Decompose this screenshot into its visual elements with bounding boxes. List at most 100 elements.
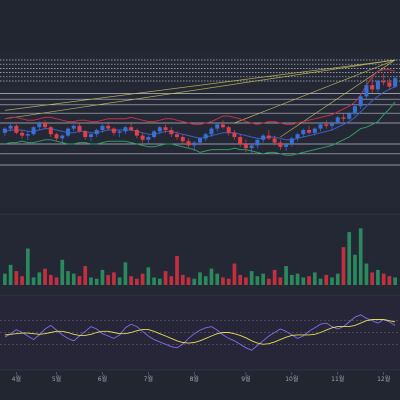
candle-body[interactable] bbox=[54, 134, 59, 139]
volume-bar[interactable] bbox=[106, 274, 111, 285]
candle-body[interactable] bbox=[129, 127, 134, 130]
volume-bar[interactable] bbox=[353, 254, 357, 285]
candle-body[interactable] bbox=[83, 131, 88, 137]
candle-body[interactable] bbox=[243, 144, 248, 149]
candle-body[interactable] bbox=[289, 138, 294, 144]
candle-body[interactable] bbox=[387, 82, 392, 87]
volume-bar[interactable] bbox=[37, 272, 42, 285]
candle-body[interactable] bbox=[255, 139, 260, 146]
candle-body[interactable] bbox=[94, 130, 99, 135]
candle-body[interactable] bbox=[329, 123, 335, 126]
volume-bar[interactable] bbox=[135, 278, 139, 285]
candle-body[interactable] bbox=[318, 124, 323, 129]
candle-body[interactable] bbox=[71, 125, 76, 129]
volume-bar[interactable] bbox=[66, 271, 70, 285]
candle-body[interactable] bbox=[106, 125, 111, 129]
volume-bar[interactable] bbox=[272, 269, 277, 285]
candle-body[interactable] bbox=[261, 135, 266, 140]
candle-body[interactable] bbox=[249, 145, 254, 149]
rsi-series[interactable] bbox=[4, 314, 396, 351]
volume-bar[interactable] bbox=[347, 232, 352, 285]
candle-body[interactable] bbox=[20, 132, 25, 136]
volume-bar[interactable] bbox=[335, 273, 340, 285]
volume-bar[interactable] bbox=[209, 268, 214, 285]
volume-bar[interactable] bbox=[8, 264, 13, 285]
volume-bar[interactable] bbox=[318, 278, 323, 285]
volume-bar[interactable] bbox=[60, 259, 65, 285]
candle-body[interactable] bbox=[364, 85, 369, 97]
candle-body[interactable] bbox=[88, 134, 93, 137]
candle-body[interactable] bbox=[111, 128, 116, 133]
candle-body[interactable] bbox=[266, 135, 271, 139]
candle-body[interactable] bbox=[226, 127, 231, 133]
volume-bar[interactable] bbox=[203, 276, 208, 285]
volume-bar[interactable] bbox=[261, 273, 265, 285]
candle-body[interactable] bbox=[312, 128, 317, 133]
candle-body[interactable] bbox=[375, 81, 380, 90]
volume-bar[interactable] bbox=[186, 277, 191, 285]
volume-bar[interactable] bbox=[123, 262, 128, 285]
candle-body[interactable] bbox=[163, 127, 168, 130]
volume-bar[interactable] bbox=[3, 273, 7, 285]
candle-body[interactable] bbox=[60, 135, 65, 139]
volume-bar[interactable] bbox=[358, 228, 363, 285]
volume-bar[interactable] bbox=[146, 267, 151, 285]
candle-body[interactable] bbox=[358, 96, 363, 107]
candle-body[interactable] bbox=[215, 124, 220, 129]
volume-bar[interactable] bbox=[393, 277, 397, 285]
candle-body[interactable] bbox=[232, 132, 237, 137]
candle-body[interactable] bbox=[295, 134, 300, 139]
candle-body[interactable] bbox=[48, 127, 53, 135]
candle-body[interactable] bbox=[31, 127, 36, 135]
candle-body[interactable] bbox=[169, 130, 174, 135]
volume-bar[interactable] bbox=[295, 273, 300, 285]
candle-body[interactable] bbox=[284, 144, 289, 147]
candle-body[interactable] bbox=[157, 127, 162, 132]
candle-body[interactable] bbox=[307, 130, 312, 133]
candle-body[interactable] bbox=[341, 117, 346, 119]
volume-bar[interactable] bbox=[77, 276, 82, 285]
candle-body[interactable] bbox=[335, 117, 340, 123]
volume-bar[interactable] bbox=[43, 268, 47, 285]
volume-bar[interactable] bbox=[112, 272, 116, 285]
candles[interactable] bbox=[2, 74, 398, 154]
candle-body[interactable] bbox=[146, 137, 151, 140]
volume-bar[interactable] bbox=[289, 274, 294, 285]
volume-bar[interactable] bbox=[215, 273, 220, 285]
candle-body[interactable] bbox=[65, 128, 71, 136]
volume-bar[interactable] bbox=[244, 277, 248, 285]
volume-bar[interactable] bbox=[226, 278, 231, 285]
volume-bar[interactable] bbox=[157, 278, 162, 285]
volume-bar[interactable] bbox=[341, 247, 346, 285]
volume-bar[interactable] bbox=[284, 266, 288, 285]
volume-bar[interactable] bbox=[307, 276, 311, 285]
volume-bar[interactable] bbox=[71, 273, 76, 285]
candle-body[interactable] bbox=[186, 141, 191, 146]
candle-body[interactable] bbox=[134, 130, 139, 136]
candle-body[interactable] bbox=[140, 135, 145, 140]
volume-bar[interactable] bbox=[324, 274, 329, 285]
volume-bar[interactable] bbox=[381, 273, 386, 285]
volume-bar[interactable] bbox=[152, 277, 156, 285]
volume-bar[interactable] bbox=[83, 266, 88, 285]
candle-body[interactable] bbox=[8, 125, 13, 129]
volume-bar[interactable] bbox=[312, 272, 317, 285]
volume-bar[interactable] bbox=[14, 271, 19, 285]
volume-bar[interactable] bbox=[140, 273, 145, 285]
volume-bar[interactable] bbox=[54, 277, 59, 285]
volume-bar[interactable] bbox=[180, 274, 185, 285]
candle-body[interactable] bbox=[301, 130, 306, 135]
volume-bar[interactable] bbox=[301, 277, 306, 285]
volume-bar[interactable] bbox=[175, 256, 179, 285]
volume-bar[interactable] bbox=[117, 277, 122, 285]
candle-body[interactable] bbox=[238, 137, 243, 144]
candle-body[interactable] bbox=[77, 125, 82, 132]
candle-body[interactable] bbox=[180, 137, 185, 142]
candle-body[interactable] bbox=[14, 125, 19, 133]
volume-bar[interactable] bbox=[89, 277, 93, 285]
candle-body[interactable] bbox=[209, 128, 214, 135]
candle-body[interactable] bbox=[381, 81, 386, 83]
candle-body[interactable] bbox=[203, 134, 208, 139]
volume-bar[interactable] bbox=[31, 277, 36, 285]
